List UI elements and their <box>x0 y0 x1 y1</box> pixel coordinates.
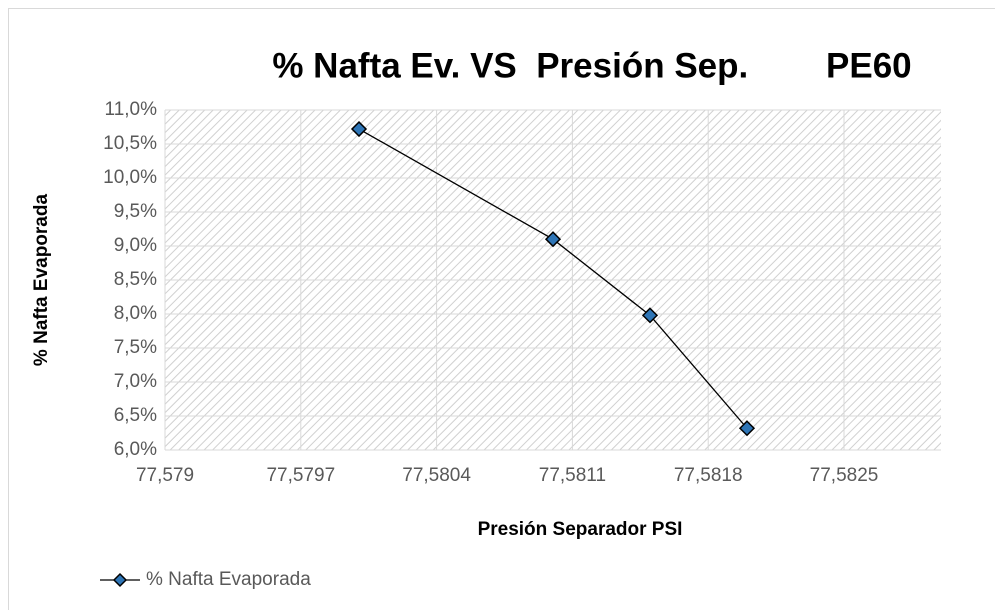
y-tick-label: 10,5% <box>103 133 157 154</box>
data-point <box>738 420 756 437</box>
x-tick-label: 77,5818 <box>674 465 743 486</box>
y-tick-label: 6,0% <box>114 439 157 460</box>
legend-label: % Nafta Evaporada <box>146 569 311 590</box>
legend-marker <box>112 572 128 588</box>
x-axis-label: Presión Separador PSI <box>478 519 683 540</box>
series-line <box>358 128 748 429</box>
y-tick-label: 6,5% <box>114 405 157 426</box>
x-tick-label: 77,5797 <box>266 465 335 486</box>
y-axis-label: % Nafta Evaporada <box>31 194 52 367</box>
x-tick-label: 77,579 <box>136 465 194 486</box>
y-tick-label: 7,5% <box>114 337 157 358</box>
y-tick-label: 8,5% <box>114 269 157 290</box>
x-tick-label: 77,5804 <box>402 465 471 486</box>
y-tick-label: 11,0% <box>105 99 158 120</box>
y-tick-label: 10,0% <box>103 167 157 188</box>
y-tick-label: 9,5% <box>114 201 157 222</box>
y-tick-label: 7,0% <box>114 371 157 392</box>
y-tick-label: 8,0% <box>114 303 157 324</box>
data-point <box>641 307 659 324</box>
data-point <box>350 120 368 138</box>
chart-title: % Nafta Ev. VS Presión Sep. PE60 <box>272 46 911 85</box>
y-tick-label: 9,0% <box>114 235 157 256</box>
data-point <box>544 231 562 248</box>
x-tick-label: 77,5825 <box>810 465 879 486</box>
x-tick-label: 77,5811 <box>539 465 606 486</box>
